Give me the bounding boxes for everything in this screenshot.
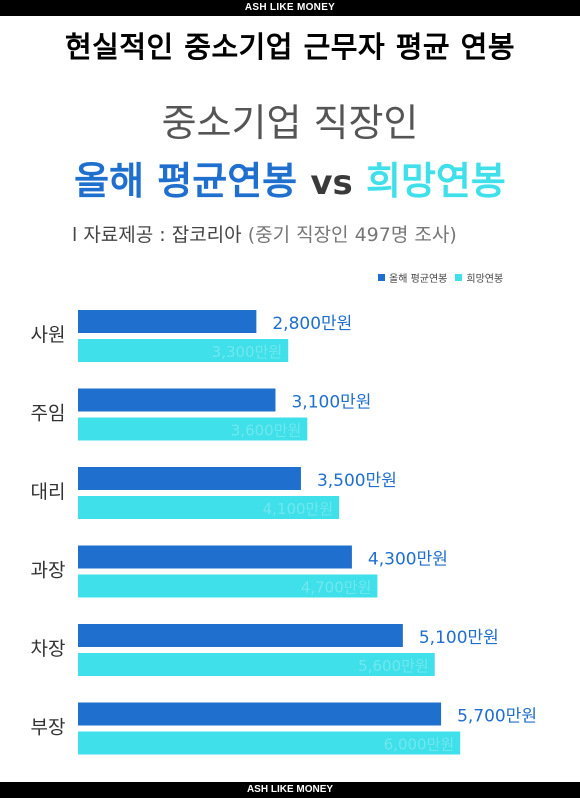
category-label: 부장 bbox=[31, 717, 66, 739]
headline: 현실적인 중소기업 근무자 평균 연봉 bbox=[64, 30, 516, 64]
legend-label-current: 올해 평균연봉 bbox=[389, 274, 448, 285]
bar-current-salary bbox=[78, 388, 276, 412]
bar-hoped-salary bbox=[78, 496, 340, 519]
data-label-current: 5,100만원 bbox=[419, 628, 499, 648]
data-label-hoped: 4,700만원 bbox=[301, 579, 372, 597]
top-banner: ASH LIKE MONEY bbox=[0, 0, 580, 16]
data-label-hoped: 3,600만원 bbox=[231, 422, 302, 440]
bar-hoped-salary bbox=[78, 731, 461, 755]
category-label: 과장 bbox=[31, 560, 66, 582]
source-note: l 자료제공 : 잡코리아 (중기 직장인 497명 조사) bbox=[72, 220, 457, 247]
bar-hoped-salary bbox=[78, 653, 435, 676]
data-label-hoped: 5,600만원 bbox=[358, 657, 429, 675]
bottom-banner: ASH LIKE MONEY bbox=[0, 782, 580, 798]
bar-hoped-salary bbox=[78, 417, 308, 441]
title-hoped-salary: 희망연봉 bbox=[366, 159, 506, 203]
source-main: l 자료제공 : 잡코리아 bbox=[72, 224, 242, 246]
chart-legend: 올해 평균연봉 희망연봉 bbox=[378, 270, 511, 285]
source-sub: (중기 직장인 497명 조사) bbox=[247, 224, 457, 246]
bar-current-salary bbox=[78, 624, 403, 647]
bar-current-salary bbox=[78, 702, 442, 726]
category-label: 주임 bbox=[31, 403, 66, 425]
legend-label-hoped: 희망연봉 bbox=[466, 274, 504, 285]
category-label: 차장 bbox=[31, 638, 66, 660]
bar-current-salary bbox=[78, 467, 301, 490]
data-label-hoped: 6,000만원 bbox=[384, 736, 455, 754]
chart-title-line2: 올해 평균연봉 vs 희망연봉 bbox=[0, 150, 580, 205]
data-label-current: 5,700만원 bbox=[457, 707, 537, 727]
chart-title-line1: 중소기업 직장인 bbox=[161, 101, 419, 145]
data-label-current: 3,100만원 bbox=[291, 393, 371, 413]
legend-item-hoped: 희망연봉 bbox=[455, 270, 503, 285]
legend-swatch-hoped bbox=[455, 274, 463, 281]
bar-current-salary bbox=[78, 545, 352, 569]
data-label-hoped: 3,300만원 bbox=[212, 343, 283, 361]
category-label: 사원 bbox=[31, 324, 66, 346]
data-label-hoped: 4,100만원 bbox=[263, 500, 334, 518]
bar-hoped-salary bbox=[78, 574, 378, 598]
bar-current-salary bbox=[78, 310, 257, 333]
data-label-current: 2,800만원 bbox=[272, 314, 352, 334]
title-vs: vs bbox=[310, 163, 353, 203]
legend-swatch-current bbox=[378, 274, 385, 281]
bar-hoped-salary bbox=[78, 339, 289, 362]
data-label-current: 4,300만원 bbox=[368, 550, 448, 570]
title-current-salary: 올해 평균연봉 bbox=[74, 159, 298, 203]
legend-item-current: 올해 평균연봉 bbox=[378, 270, 447, 285]
category-label: 대리 bbox=[31, 481, 66, 503]
data-label-current: 3,500만원 bbox=[317, 471, 397, 491]
